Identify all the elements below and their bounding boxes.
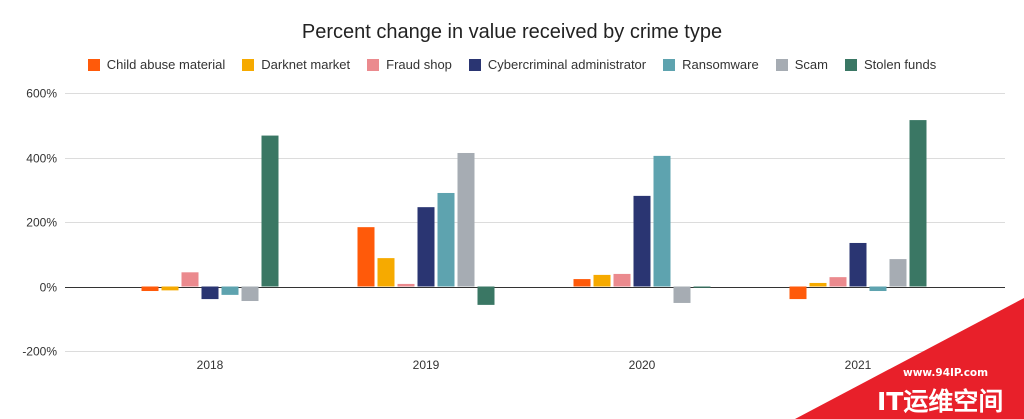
x-tick-label-2018: 2018 bbox=[197, 358, 224, 372]
legend-label: Scam bbox=[794, 57, 828, 72]
bar-stolen-funds-2018 bbox=[261, 135, 279, 287]
x-tick-label-2019: 2019 bbox=[413, 358, 440, 372]
legend-label: Stolen funds bbox=[863, 57, 937, 72]
bar-darknet-market-2019 bbox=[377, 258, 395, 287]
bar-stolen-funds-2021 bbox=[909, 120, 927, 287]
legend-item-cybercriminal-administrator: Cybercriminal administrator bbox=[468, 57, 647, 73]
bar-scam-2018 bbox=[241, 286, 259, 302]
legend-swatch bbox=[87, 59, 100, 71]
gridlines bbox=[65, 93, 1005, 352]
legend-item-fraud-shop: Fraud shop bbox=[367, 57, 452, 73]
watermark-triangle bbox=[795, 298, 1024, 419]
chart-title: Percent change in value received by crim… bbox=[301, 21, 723, 43]
x-tick-label-2020: 2020 bbox=[629, 358, 656, 372]
legend-item-child-abuse-material: Child abuse material bbox=[87, 57, 226, 73]
legend-swatch bbox=[468, 59, 481, 71]
legend-item-stolen-funds: Stolen funds bbox=[844, 57, 937, 73]
y-tick-label: 600% bbox=[26, 87, 57, 101]
bar-cybercriminal-administrator-2020 bbox=[633, 195, 651, 287]
bar-cybercriminal-administrator-2021 bbox=[849, 242, 867, 287]
bar-fraud-shop-2021 bbox=[829, 277, 847, 287]
legend-label: Cybercriminal administrator bbox=[487, 57, 647, 72]
bar-ransomware-2019 bbox=[437, 192, 455, 287]
legend-label: Child abuse material bbox=[106, 57, 226, 72]
legend-swatch bbox=[242, 59, 255, 71]
legend-label: Fraud shop bbox=[386, 57, 452, 72]
bar-fraud-shop-2018 bbox=[181, 272, 199, 287]
watermark-text: IT运维空间 bbox=[877, 387, 1003, 416]
bar-ransomware-2020 bbox=[653, 155, 671, 287]
bar-cybercriminal-administrator-2019 bbox=[417, 207, 435, 287]
bar-ransomware-2021 bbox=[869, 286, 887, 292]
bar-child-abuse-material-2018 bbox=[141, 286, 159, 292]
legend-item-ransomware: Ransomware bbox=[663, 57, 759, 73]
bar-child-abuse-material-2021 bbox=[789, 286, 807, 300]
y-tick-label: 400% bbox=[26, 152, 57, 166]
bars bbox=[141, 120, 927, 305]
legend-item-darknet-market: Darknet market bbox=[242, 57, 350, 73]
bar-child-abuse-material-2020 bbox=[573, 279, 591, 287]
bar-stolen-funds-2019 bbox=[477, 286, 495, 305]
bar-scam-2021 bbox=[889, 259, 907, 287]
bar-darknet-market-2018 bbox=[161, 286, 179, 291]
legend-item-scam: Scam bbox=[775, 57, 828, 73]
bar-fraud-shop-2020 bbox=[613, 273, 631, 287]
bar-cybercriminal-administrator-2018 bbox=[201, 286, 219, 300]
bar-darknet-market-2021 bbox=[809, 282, 827, 287]
x-tick-label-2021: 2021 bbox=[845, 358, 872, 372]
bar-fraud-shop-2019 bbox=[397, 283, 415, 287]
legend-swatch bbox=[663, 59, 676, 71]
watermark-url: www.94IP.com bbox=[903, 367, 988, 379]
legend: Child abuse material Darknet market Fraud … bbox=[0, 57, 1024, 73]
legend-swatch bbox=[775, 59, 788, 71]
bar-scam-2019 bbox=[457, 152, 475, 287]
y-tick-label: 200% bbox=[26, 216, 57, 230]
y-tick-label: 0% bbox=[40, 281, 58, 295]
bar-stolen-funds-2020 bbox=[693, 286, 711, 288]
watermark: www.94IP.com IT运维空间 bbox=[795, 298, 1024, 419]
legend-swatch bbox=[367, 59, 380, 71]
y-tick-label: -200% bbox=[22, 345, 57, 359]
bar-ransomware-2018 bbox=[221, 286, 239, 295]
legend-label: Darknet market bbox=[261, 57, 351, 72]
bar-scam-2020 bbox=[673, 286, 691, 303]
legend-label: Ransomware bbox=[682, 57, 759, 72]
axis-tick-labels: 600% 400% 200% 0% -200% 2018 2019 2020 2021 bbox=[22, 87, 871, 373]
bar-darknet-market-2020 bbox=[593, 274, 611, 287]
bar-child-abuse-material-2019 bbox=[357, 227, 375, 287]
legend-swatch bbox=[844, 59, 857, 71]
